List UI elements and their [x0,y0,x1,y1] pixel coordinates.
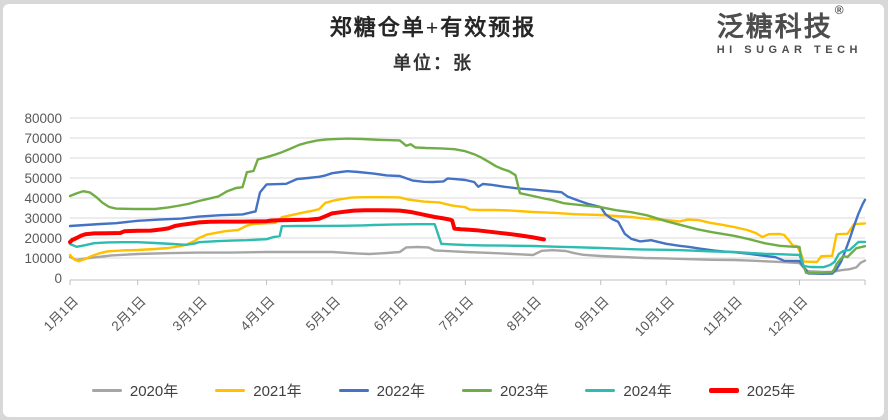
legend-swatch-icon [215,388,246,393]
brand-logo: 泛糖科技® HI SUGAR TECH [716,3,862,56]
y-axis-tick-label: 10000 [24,251,62,266]
legend-swatch-icon [462,388,492,393]
y-axis-tick-label: 20000 [24,231,62,246]
y-axis-tick-label: 60000 [24,151,62,166]
legend-swatch-icon [91,388,122,393]
legend-label: 2022年 [376,383,425,400]
y-axis-tick-label: 40000 [24,191,62,206]
x-axis-tick-label: 2月1日 [109,294,149,334]
x-axis-tick-label: 8月1日 [504,294,544,334]
legend-item-2024年: 2024年 [585,380,672,401]
series-line-2021年 [68,195,867,264]
legend-item-2020年: 2020年 [91,380,179,401]
chart-title: 郑糖仓单+有效预报 [329,15,537,40]
x-axis-tick-label: 5月1日 [303,294,343,334]
legend-item-2023年: 2023年 [462,380,548,401]
x-axis-tick-label: 9月1日 [572,294,612,334]
legend-label: 2021年 [253,383,302,400]
y-axis-tick-label: 50000 [24,171,62,186]
legend-label: 2025年 [746,383,796,400]
logo-tagline: HI SUGAR TECH [716,44,862,56]
y-axis-tick-label: 70000 [24,131,62,146]
x-axis-tick-label: 11月1日 [700,294,745,339]
x-axis-tick-label: 6月1日 [371,294,411,334]
legend-label: 2020年 [129,383,179,400]
x-axis-tick-label: 1月1日 [41,294,81,334]
x-axis-tick-label: 10月1日 [632,294,678,340]
x-axis-tick-label: 7月1日 [436,294,476,334]
legend-label: 2023年 [500,383,549,400]
legend-label: 2024年 [623,383,672,400]
legend-swatch-icon [708,387,739,394]
series-line-2020年 [68,245,867,274]
x-axis-tick-label: 3月1日 [170,294,210,334]
series-line-2025年 [68,208,546,244]
series-line-2024年 [68,222,867,269]
x-axis-tick-label: 12月1日 [765,294,811,340]
line-chart: 0 10000 20000 30000 40000 50000 60000 70000 8000… [24,111,867,340]
y-axis-tick-label: 0 [54,271,62,286]
chart-subtitle: 单位：张 [393,53,473,73]
series-line-2022年 [68,169,867,275]
legend-item-2025年: 2025年 [708,380,796,401]
chart-card: 郑糖仓单+有效预报 单位：张 泛糖科技® HI SUGAR TECH 0 1000… [3,4,884,417]
legend-item-2021年: 2021年 [215,380,302,401]
chart-header: 郑糖仓单+有效预报 单位：张 [3,10,863,75]
x-axis-tick-label: 4月1日 [237,294,277,334]
y-axis-tick-label: 30000 [24,211,62,226]
series-line-2023年 [68,137,867,275]
legend-swatch-icon [338,388,369,393]
registered-mark-icon: ® [834,3,846,17]
chart-legend: 2020年 2021年 2022年 2023年 2024年 2025年 [3,380,884,401]
legend-swatch-icon [585,388,616,393]
legend-item-2022年: 2022年 [338,380,425,401]
y-axis-tick-label: 80000 [24,111,62,126]
logo-text: 泛糖科技® [716,3,846,42]
